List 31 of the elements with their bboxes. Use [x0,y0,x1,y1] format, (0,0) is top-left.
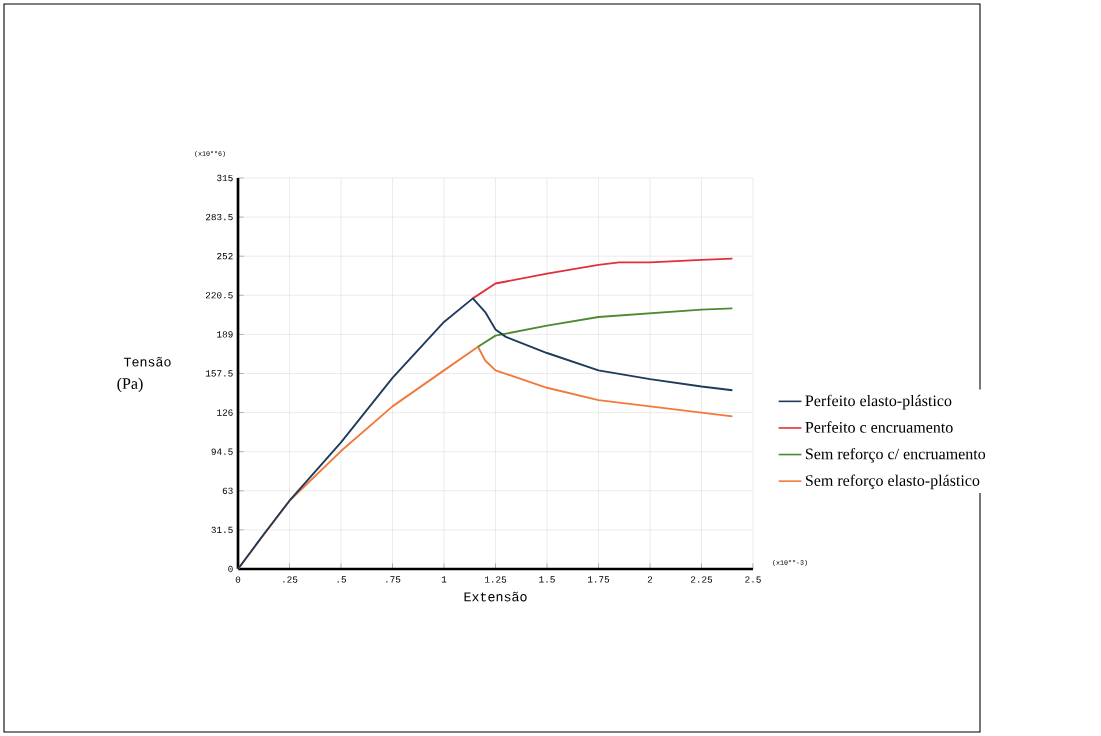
y-tick-label: 315 [217,174,233,182]
y-tick-label: 157.5 [205,370,233,377]
text: (Pa) [117,377,143,393]
x-tick-label: 1.75 [587,576,610,583]
y-tick-label: 283.5 [205,213,233,221]
y-axis-title: Tensão [123,356,171,367]
x-tick-label: 1.25 [484,576,507,583]
x-tick-label: 2.25 [690,576,713,583]
x-tick-label: 2 [647,576,653,583]
line-series [471,257,734,300]
legend-label: Sem reforço c/ encruamento [805,447,986,463]
y-tick-label: 0 [228,565,233,573]
x-tick-label: 2.5 [745,576,761,583]
x-tick-label: 1 [441,576,447,583]
x-tick-label: 0 [235,576,241,583]
y-tick-label: 31.5 [211,526,233,534]
y-tick-label: 126 [217,409,233,416]
x-axis-title: Extensão [464,591,527,602]
y-tick-label: 220.5 [205,292,233,299]
y-tick-label: 94.5 [211,448,233,455]
x-tick-label: .5 [337,576,346,583]
y-tick-label: 63 [222,487,233,494]
y-tick-label: 189 [217,331,233,338]
x-tick-label: 1.5 [539,576,555,583]
y-tick-label: 252 [217,253,233,260]
legend-label: Perfeito c encruamento [805,421,953,433]
x-tick-label: .75 [386,576,401,583]
legend-label: Perfeito elasto-plástico [805,394,952,410]
x-tick-label: .25 [283,576,298,583]
legend-label: Sem reforço elasto-plástico [805,474,980,490]
line-series [237,297,734,570]
